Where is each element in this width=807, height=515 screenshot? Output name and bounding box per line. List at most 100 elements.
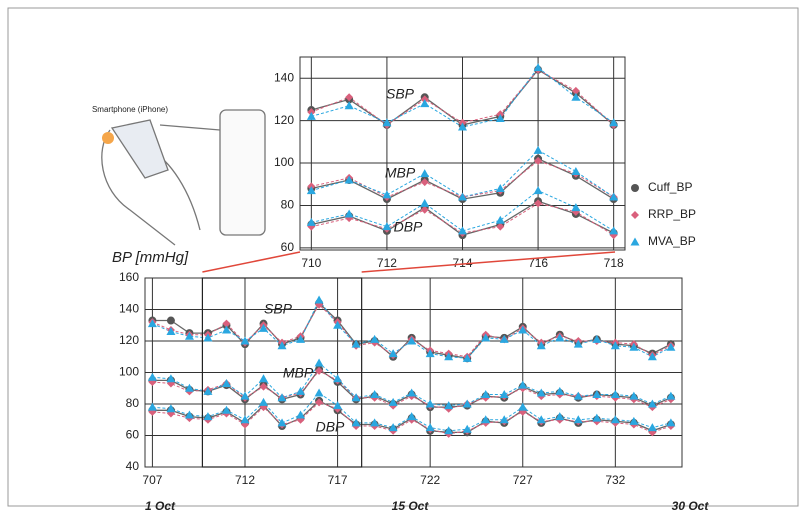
marker [647, 423, 657, 432]
marker [629, 391, 639, 400]
marker [382, 118, 392, 127]
y-tick-label: 100 [119, 365, 139, 379]
marker [351, 339, 361, 348]
x-tick-label: 717 [328, 473, 348, 487]
marker [240, 391, 250, 400]
marker [203, 386, 213, 395]
marker [499, 415, 509, 424]
legend-label: MVA_BP [648, 234, 696, 248]
marker [458, 122, 467, 131]
pointer [159, 124, 221, 131]
legend-label: Cuff_BP [648, 180, 692, 194]
marker [147, 372, 157, 381]
marker [555, 333, 565, 342]
marker [571, 92, 581, 101]
x-tick-label: 712 [377, 256, 397, 270]
y-tick-label: 120 [119, 333, 139, 347]
marker [407, 412, 417, 421]
marker [573, 415, 583, 424]
marker [388, 397, 398, 406]
y-tick-label: 140 [274, 70, 294, 84]
phone-illustration [101, 109, 266, 246]
series-line [152, 303, 672, 358]
y-tick-label: 140 [119, 302, 139, 316]
marker [629, 416, 639, 425]
marker [481, 415, 491, 424]
marker [647, 399, 657, 408]
marker [610, 390, 620, 399]
marker [203, 412, 213, 421]
marker [407, 388, 417, 397]
x-tick-label: 710 [301, 256, 321, 270]
marker [259, 382, 268, 391]
annotation: DBP [316, 419, 345, 435]
marker [629, 342, 639, 351]
marker [481, 390, 491, 399]
marker [296, 334, 306, 343]
marker [344, 209, 354, 218]
marker [259, 323, 269, 332]
marker [296, 386, 306, 395]
marker [425, 349, 435, 358]
marker [571, 167, 581, 176]
annotation: MBP [385, 165, 416, 181]
marker [666, 391, 676, 400]
marker [166, 316, 175, 325]
marker [458, 226, 467, 235]
x-tick-label: 718 [604, 256, 624, 270]
marker [388, 423, 398, 432]
x-tick-label: 716 [528, 256, 548, 270]
marker [277, 341, 287, 350]
marker [314, 388, 324, 397]
zoom-connector [361, 251, 616, 273]
marker [495, 114, 505, 123]
marker [610, 415, 620, 424]
marker [240, 415, 250, 424]
marker [259, 374, 269, 383]
marker [481, 333, 491, 342]
marker [420, 198, 430, 207]
marker [499, 334, 509, 343]
marker [370, 334, 380, 343]
legend-swatch [631, 211, 639, 219]
marker [407, 336, 417, 345]
y-tick-label: 60 [126, 428, 140, 442]
marker [573, 339, 583, 348]
marker [382, 222, 392, 231]
marker [458, 192, 467, 201]
marker [184, 383, 194, 392]
legend-swatch [631, 184, 639, 192]
marker [420, 169, 430, 178]
y-tick-label: 40 [126, 459, 140, 473]
x-tick-label: 727 [513, 473, 533, 487]
marker [277, 418, 287, 427]
marker [610, 341, 620, 350]
marker [425, 423, 435, 432]
marker [351, 393, 361, 402]
y-tick-label: 160 [119, 270, 139, 284]
marker [495, 183, 505, 192]
marker [518, 325, 528, 334]
marker [495, 215, 505, 224]
marker [240, 336, 250, 345]
legend-label: RRP_BP [648, 207, 696, 221]
annotation: SBP [386, 86, 415, 102]
marker [221, 405, 231, 414]
marker [306, 186, 316, 195]
marker [425, 399, 435, 408]
marker [571, 86, 580, 95]
x-tick-label: 714 [452, 256, 472, 270]
x-tick-label: 707 [142, 473, 162, 487]
y-axis-label: BP [mmHg] [112, 249, 189, 266]
marker [344, 101, 354, 110]
device-label: Smartphone (iPhone) [92, 105, 168, 114]
marker [666, 418, 676, 427]
marker [518, 380, 528, 389]
marker [345, 93, 354, 102]
marker [536, 415, 546, 424]
marker [534, 156, 543, 165]
y-tick-label: 100 [274, 155, 294, 169]
marker [444, 426, 454, 435]
marker [573, 391, 583, 400]
